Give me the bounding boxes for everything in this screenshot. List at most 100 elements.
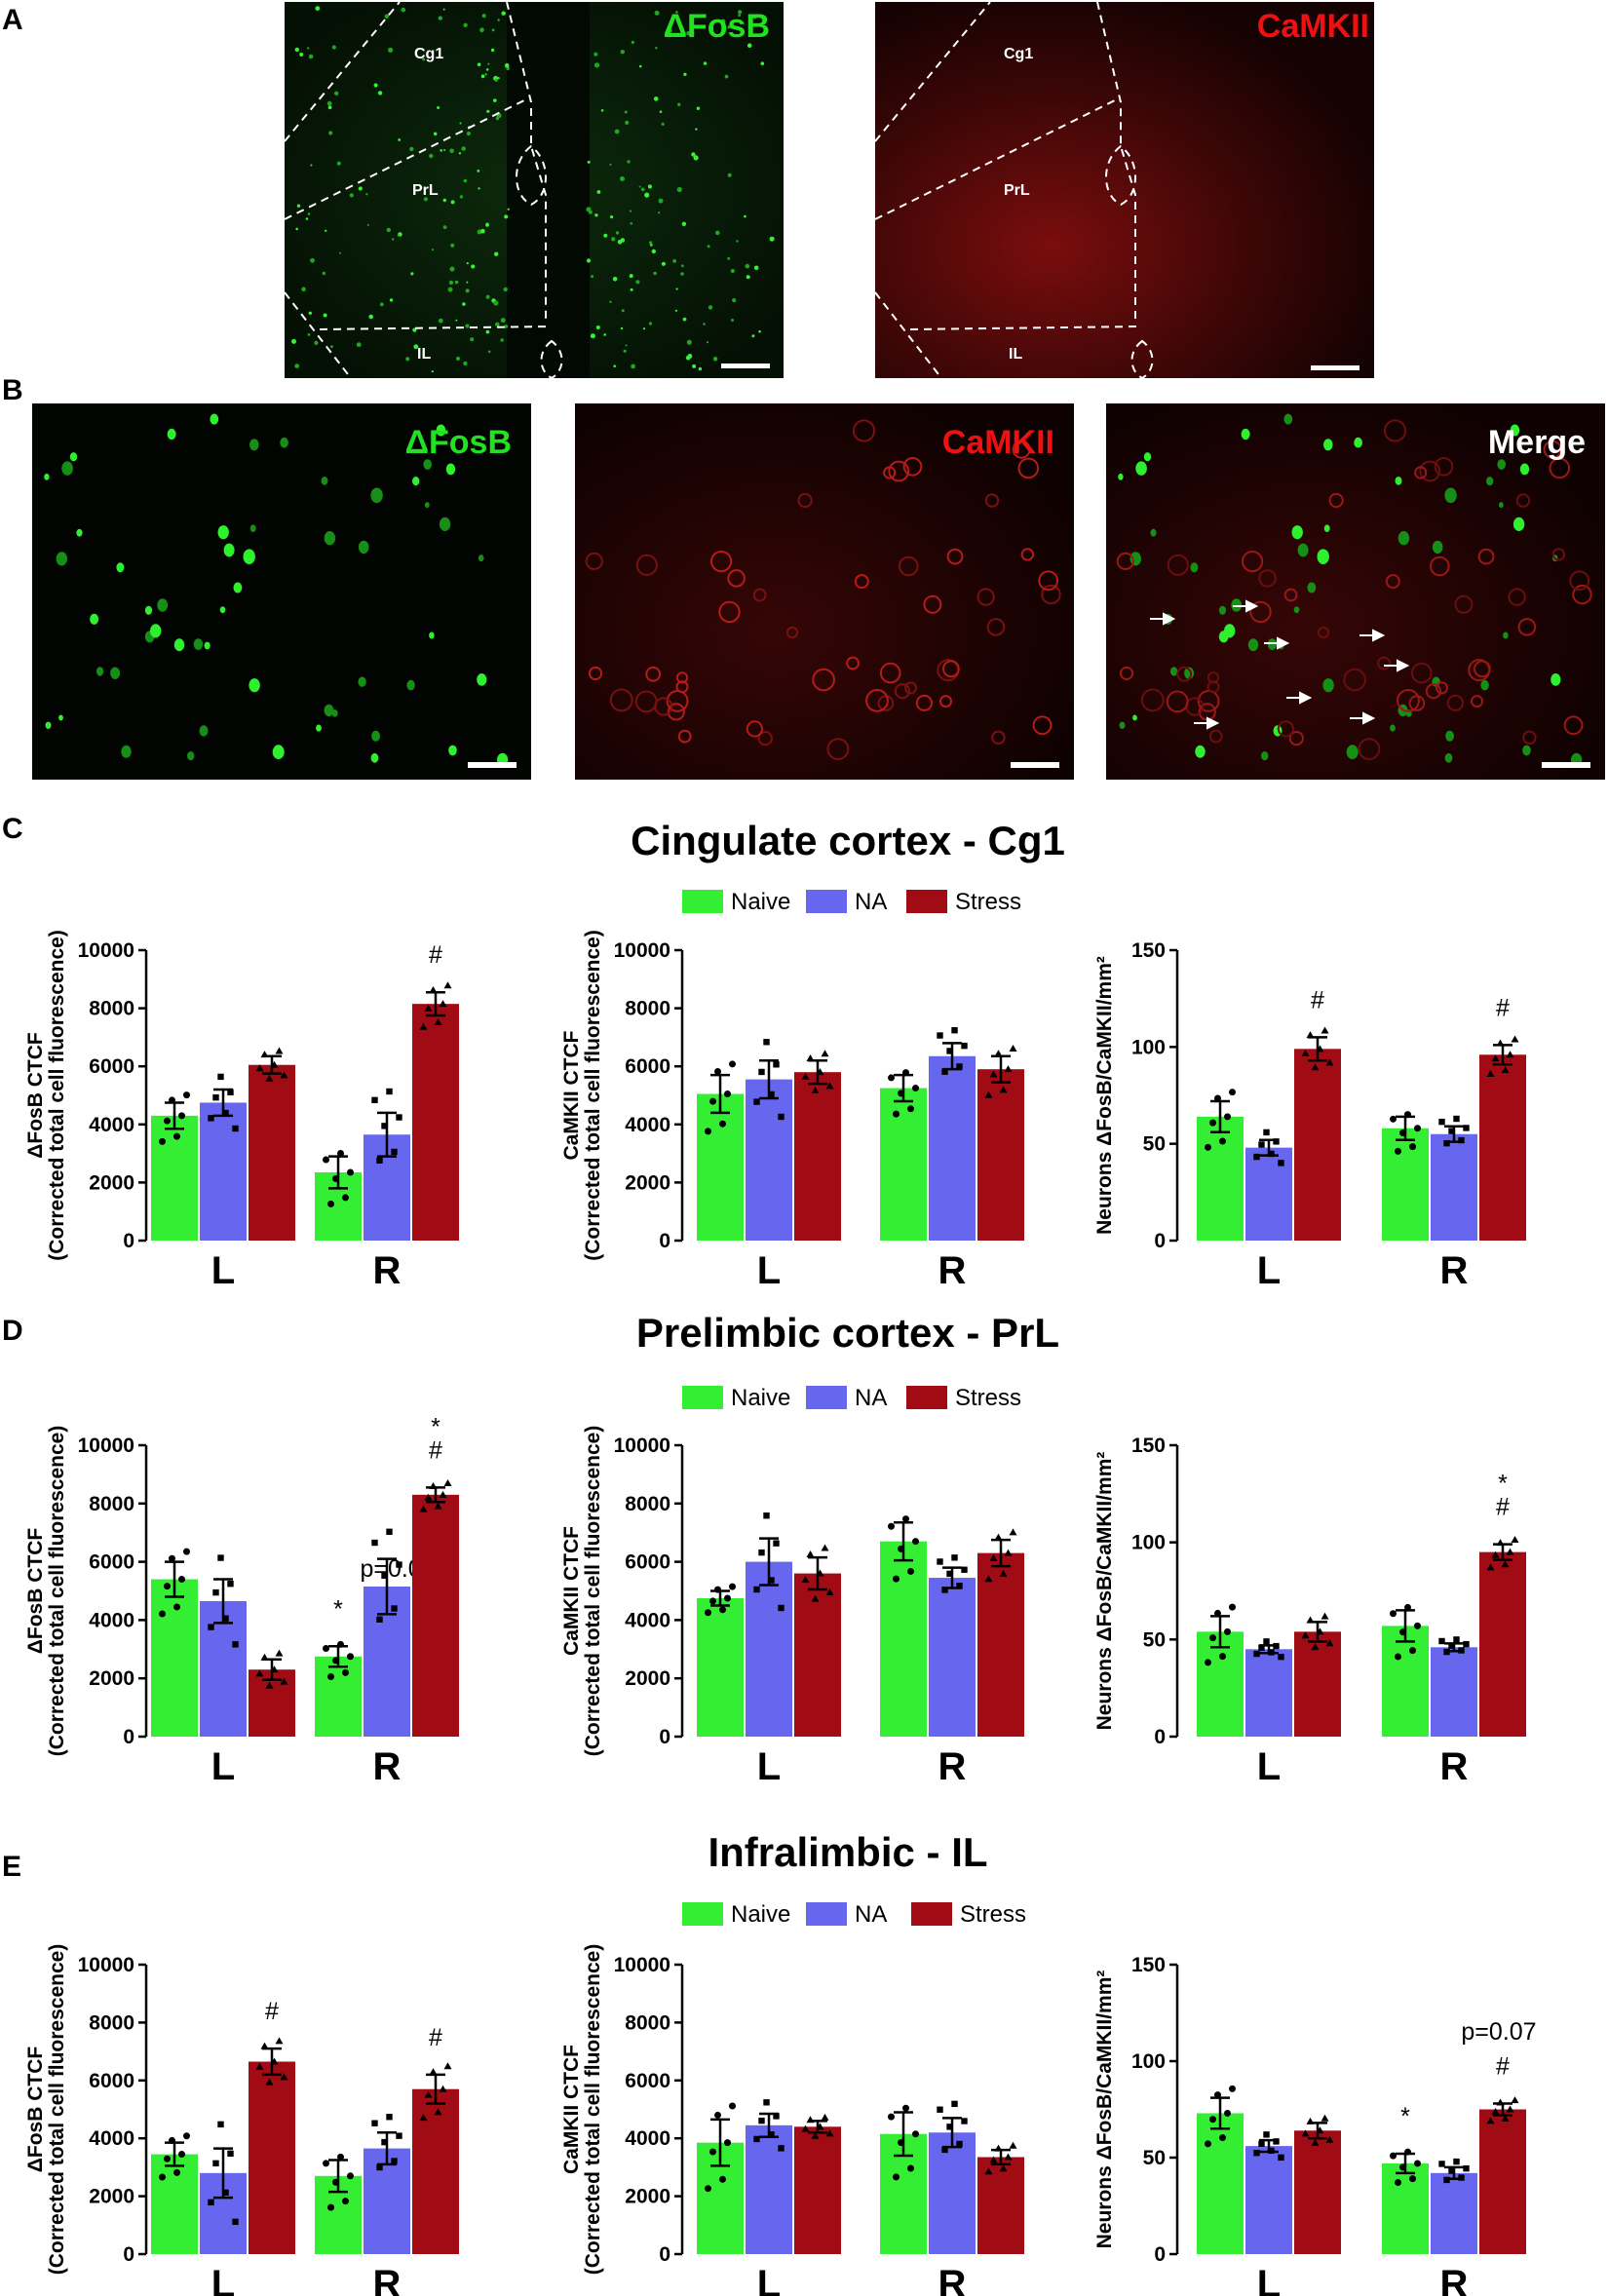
data-point [1306,1616,1315,1624]
data-point [347,1653,354,1661]
data-point [1229,1089,1236,1096]
data-point [419,1505,428,1512]
data-point [1306,1031,1315,1039]
data-point [1395,1147,1401,1155]
bar-stress-l [794,1573,841,1737]
data-point [994,1050,1003,1057]
micrograph-a-fosb-label: ΔFosB [664,8,770,45]
y-axis-label: ΔFosB CTCF [24,1032,47,1159]
y-tick-label: 0 [123,1230,134,1252]
data-point [816,2123,824,2130]
y-tick-label: 0 [123,1726,134,1748]
data-point [227,1581,234,1588]
data-point [758,1068,765,1076]
data-point [724,1091,731,1098]
data-point [1443,1139,1450,1147]
region-prl-label-red: PrL [1004,182,1030,199]
data-point [994,1533,1003,1541]
data-point [265,1681,274,1689]
data-point [164,1117,171,1125]
data-point [907,1567,914,1575]
data-point [260,2042,269,2049]
group-label-l: L [1257,1249,1281,1292]
bar-na-l [1245,1147,1292,1241]
data-point [1219,1137,1226,1145]
data-point [1486,1069,1495,1077]
bar-na-l [746,1079,792,1241]
data-point [1496,2098,1505,2106]
data-point [1399,1628,1406,1636]
y-tick-label: 10000 [78,939,134,962]
data-point [323,1156,329,1164]
data-point [1253,2149,1260,2157]
data-point [806,1053,815,1061]
data-point [183,2132,190,2140]
y-tick-label: 2000 [625,1667,670,1690]
y-tick-label: 8000 [625,1493,670,1515]
data-point [275,1047,284,1054]
data-point [424,1493,433,1501]
y-tick-label: 6000 [625,2070,670,2092]
data-point [391,1605,398,1612]
data-point [999,2164,1008,2172]
data-point [327,2203,334,2211]
significance-marker: # [265,1998,279,2025]
y-tick-label: 50 [1143,2147,1166,2169]
data-point [183,1548,190,1555]
bar-naive-l [1197,1116,1244,1241]
data-point [801,2124,810,2132]
data-point [768,1091,775,1098]
y-axis-label: CaMKII CTCF [560,1030,583,1160]
data-point [1486,1563,1495,1571]
data-point [709,1597,716,1605]
data-point [327,1200,334,1207]
data-point [337,1640,344,1648]
data-point [999,1569,1008,1577]
data-point [811,1087,820,1094]
bar-stress-r [977,1069,1024,1241]
data-point [1273,1642,1280,1650]
data-point [724,1594,731,1602]
y-axis-label: ΔFosB CTCF [24,1528,47,1655]
y-tick-label: 2000 [89,1171,134,1194]
data-point [1316,2126,1324,2134]
data-point [323,2160,329,2167]
data-point [1311,1063,1320,1071]
y-tick-label: 8000 [89,2011,134,2034]
data-point [801,1576,810,1584]
data-point [347,2172,354,2180]
data-point [1009,2141,1017,2149]
data-point [907,1105,914,1113]
data-point [801,1072,810,1080]
group-label-l: L [211,1745,235,1788]
data-point [208,1115,214,1122]
y-axis-label: CaMKII CTCF [560,1526,583,1656]
data-point [439,1490,447,1498]
data-point [275,1649,284,1657]
data-point [159,2173,166,2181]
group-label-l: L [1257,2263,1281,2296]
data-point [376,2163,383,2171]
data-point [1268,2147,1275,2155]
data-point [1311,1643,1320,1651]
legend-swatch-naive [682,1902,723,1926]
data-point [1321,2114,1329,2122]
data-point [1453,1636,1460,1643]
data-point [898,1545,904,1552]
scale-bar [468,762,517,768]
data-point [1491,1054,1500,1062]
data-point [434,1502,442,1510]
data-point [1438,2161,1445,2167]
y-tick-label: 150 [1131,1435,1166,1457]
data-point [280,2073,288,2081]
data-point [1004,1549,1013,1556]
y-tick-label: 4000 [625,2127,670,2150]
region-prl-label: PrL [412,182,439,199]
data-point [1229,1603,1236,1611]
data-point [729,1583,736,1590]
data-point [1458,2174,1465,2181]
y-tick-label: 0 [1154,1230,1166,1252]
data-point [893,1575,900,1583]
y-tick-label: 2000 [625,2186,670,2208]
